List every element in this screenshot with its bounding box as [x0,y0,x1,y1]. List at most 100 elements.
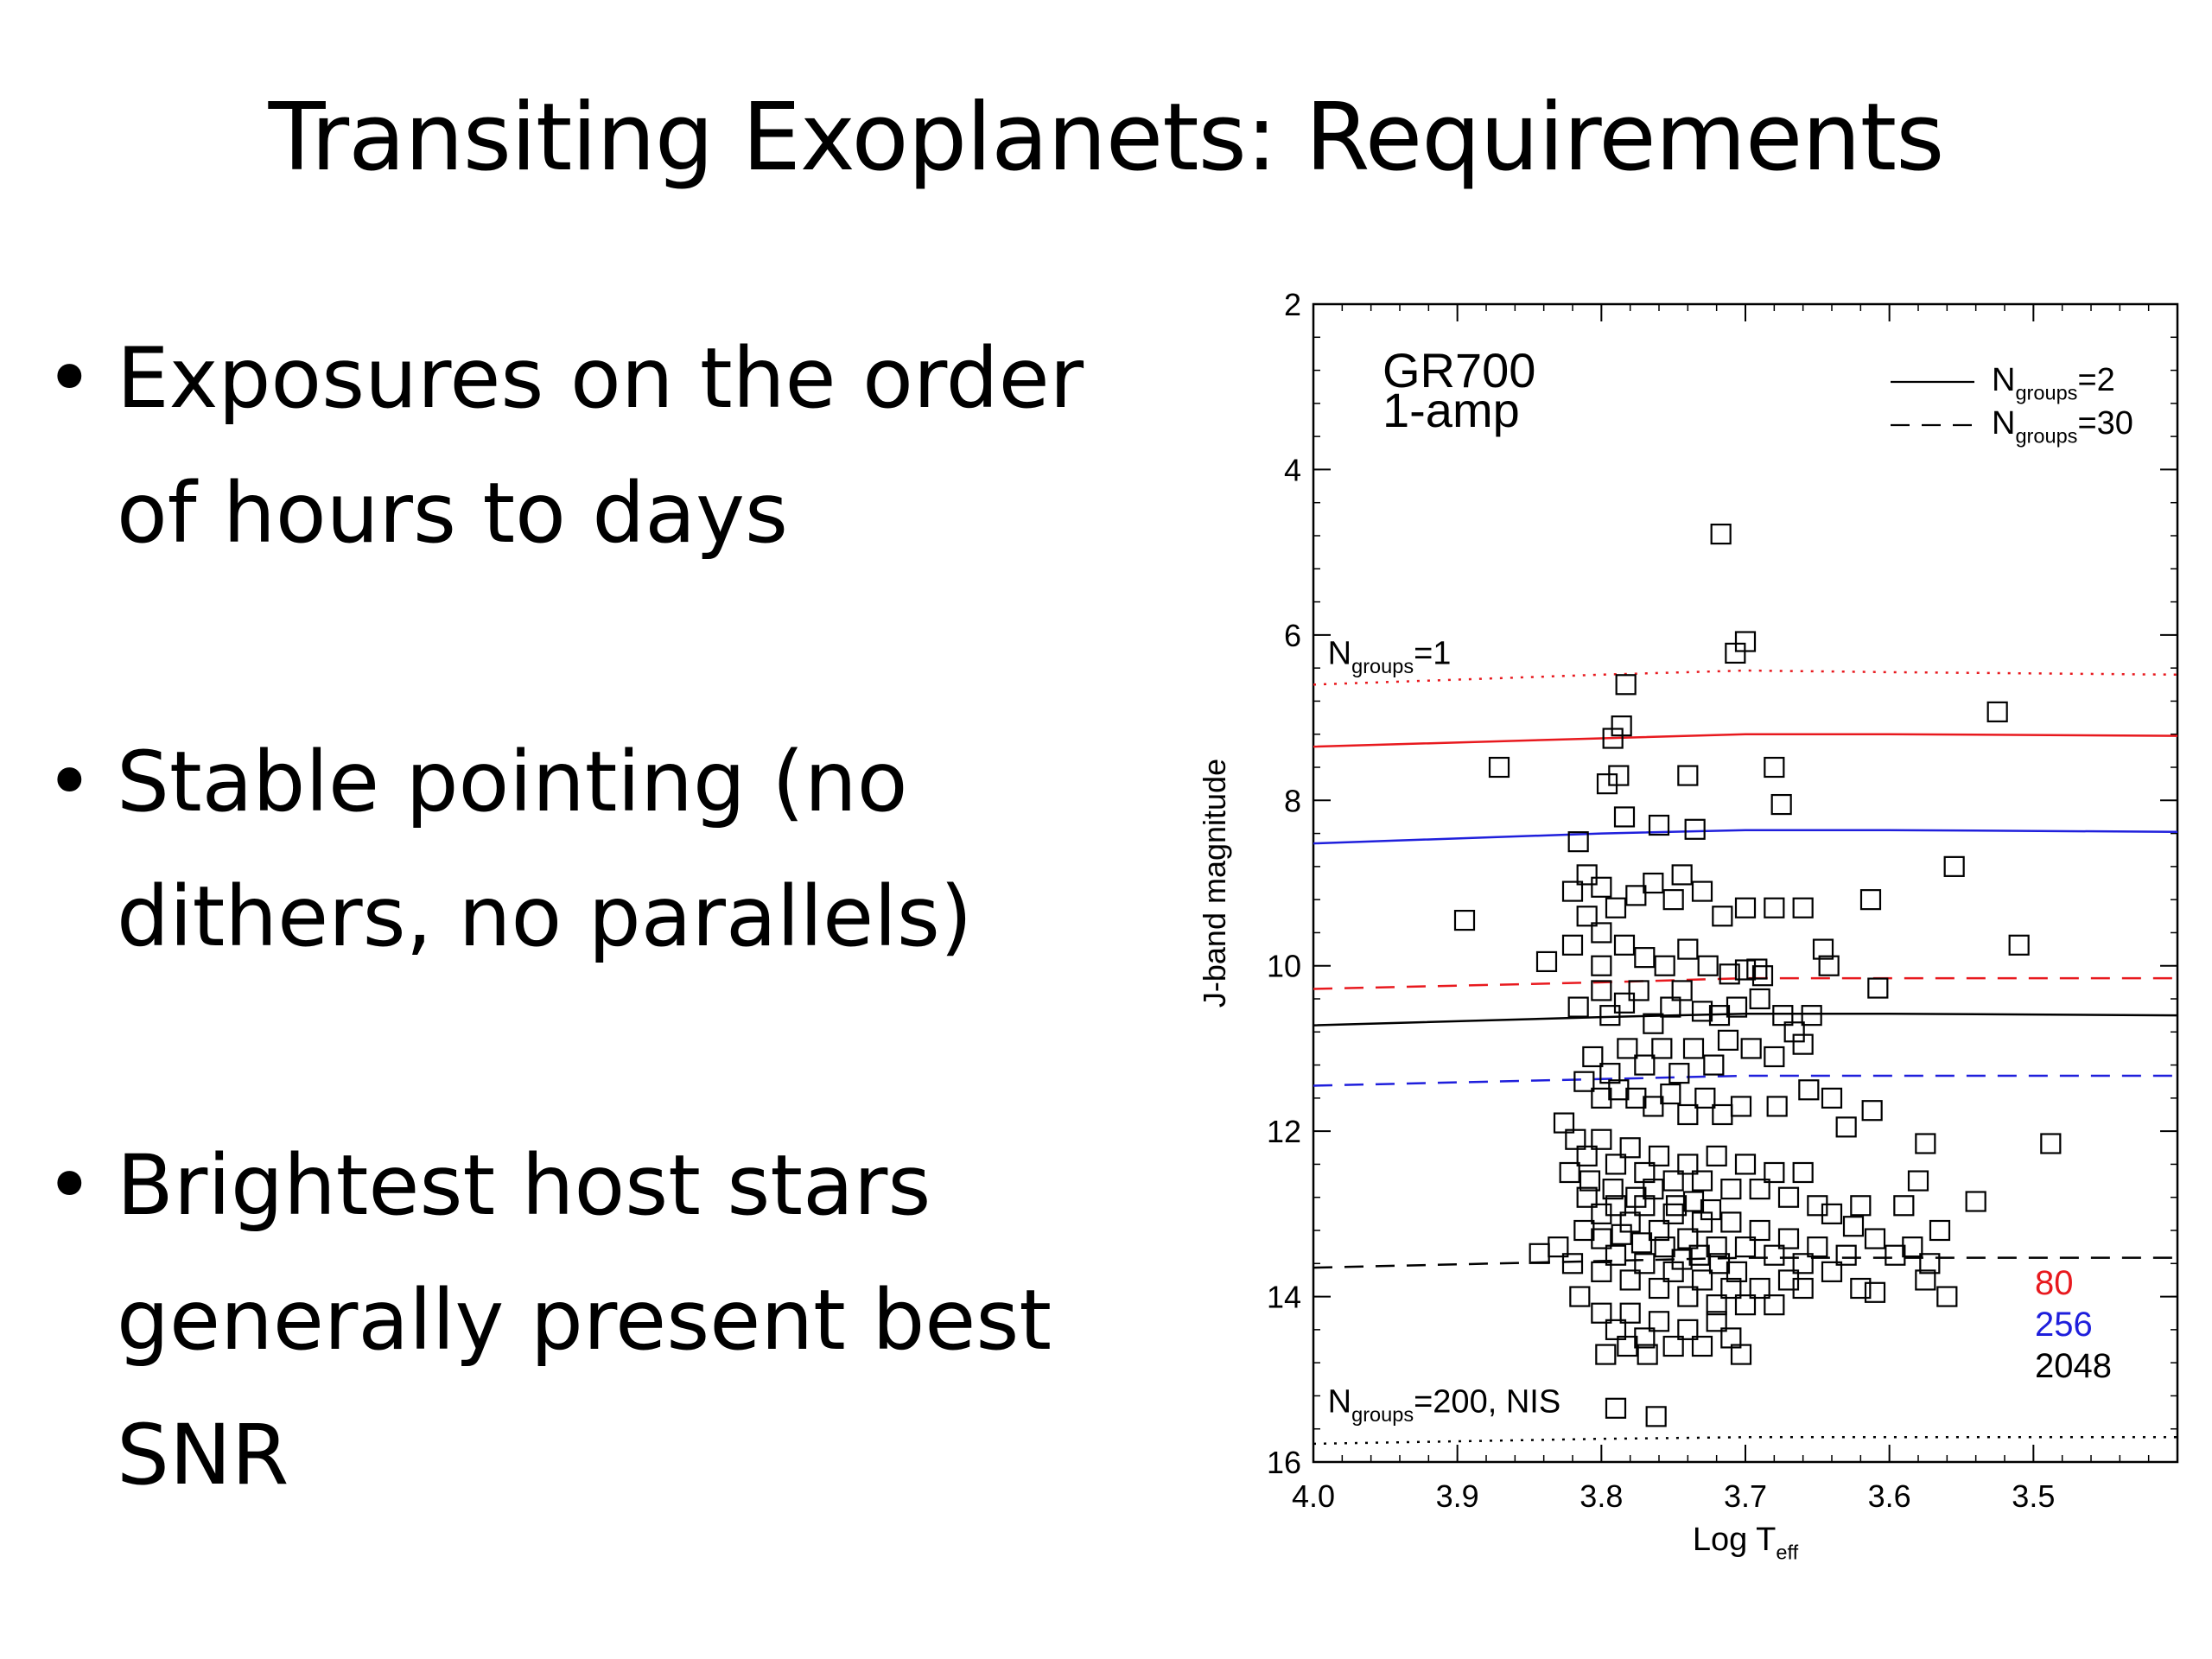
scatter-point [1677,1286,1699,1307]
scatter-point [1605,897,1627,918]
color-key-label: 256 [2035,1306,2093,1344]
scatter-point [1770,793,1792,816]
legend-label: Ngroups=30 [1992,405,2133,448]
scatter-point [1643,1096,1664,1117]
scatter-point [1821,1087,1843,1109]
scatter-point [1654,955,1675,976]
y-tick-label: 10 [1267,949,1301,984]
bullet-text: Stable pointing (no dithers, no parallel… [117,734,973,965]
y-axis-label: J-band magnitude [1197,759,1232,1007]
scatter-point [1764,1294,1785,1316]
scatter-point [1792,1253,1814,1274]
scatter-point [1591,980,1612,1001]
scatter-point [1671,1249,1693,1270]
scatter-point [1764,897,1785,918]
y-tick-label: 4 [1284,452,1301,487]
scatter-point [1565,1128,1586,1150]
scatter-point [1662,1203,1684,1224]
scatter-point [1720,1211,1742,1233]
scatter-point [1734,1236,1757,1258]
scatter-point [1726,996,1748,1018]
scatter-point [1619,1137,1641,1159]
scatter-point [1850,1195,1872,1217]
scatter-point [1608,765,1630,786]
scatter-point [1660,1083,1681,1105]
scatter-point [1648,1219,1670,1242]
scatter-point [1708,1005,1731,1027]
color-key-label: 2048 [2035,1347,2112,1385]
scatter-point [1691,1269,1713,1291]
scatter-point [1579,1170,1601,1192]
scatter-point [1807,1195,1828,1217]
scatter-point [1864,1281,1886,1303]
scatter-point [1720,1277,1742,1300]
scatter-point [1529,1243,1550,1264]
scatter-point [1915,1269,1936,1291]
scatter-point [1671,864,1693,886]
scatter-point [1684,818,1706,840]
scatter-point [1648,1311,1670,1332]
scatter-point [1867,977,1889,999]
scatter-point [1764,756,1785,779]
y-tick-label: 12 [1267,1114,1301,1149]
scatter-point [1730,1096,1752,1117]
scatter-point [1591,1203,1612,1224]
scatter-point [1628,980,1649,1001]
scatter-point [1553,1112,1575,1134]
scatter-point [1682,1191,1705,1212]
scatter-point [1662,1170,1684,1192]
bullet-list: • Exposures on the order of hours to day… [35,311,1184,1656]
scatter-point [1792,897,1814,918]
scatter-point [1605,1154,1627,1175]
scatter-point [1720,1179,1742,1200]
scatter-point [1677,1228,1699,1249]
scatter-point [1821,1261,1843,1282]
y-tick-label: 2 [1284,287,1301,322]
scatter-point [1637,1344,1658,1365]
scatter-point [1648,1277,1670,1300]
scatter-point [1561,880,1584,902]
scatter-point [1859,889,1882,911]
y-tick-label: 16 [1267,1445,1301,1480]
scatter-point [1740,1038,1762,1059]
threshold-line [1313,1074,2177,1087]
scatter-point [1719,963,1740,985]
scatter-point [1734,1294,1757,1316]
scatter-point [1850,1277,1872,1300]
scatter-point [1561,1253,1584,1274]
scatter-point [1634,1327,1656,1349]
scatter-point [1682,1038,1705,1059]
color-key-label: 80 [2035,1264,2074,1302]
scatter-point [1567,996,1589,1018]
bullet-dot-icon: • [45,1137,94,1234]
threshold-line [1313,1256,2177,1269]
scatter-point [1625,885,1647,906]
x-axis-label: Log Teff [1693,1522,1799,1564]
scatter-point [1677,1154,1699,1175]
scatter-point [1611,1224,1632,1245]
scatter-point [1691,1001,1713,1022]
scatter-point [1691,880,1713,902]
scatter-point [1576,1145,1598,1166]
scatter-point [1725,642,1746,664]
scatter-point [1599,1005,1621,1027]
y-tick-label: 8 [1284,783,1301,818]
scatter-point [1625,1186,1647,1208]
scatter-point [1691,1170,1713,1192]
scatter-point [1591,1261,1612,1282]
threshold-line [1313,829,2178,845]
scatter-point [1691,1335,1713,1357]
scatter-point [1697,955,1719,976]
scatter-point [1605,1195,1627,1217]
scatter-point [1700,1198,1722,1221]
x-tick-label: 4.0 [1292,1478,1335,1514]
scatter-point [1730,1344,1752,1365]
scatter-point [1671,980,1693,1001]
scatter-point [1602,728,1624,749]
scatter-point [1792,1033,1814,1055]
scatter-point [1677,1319,1699,1340]
scatter-point [1772,1005,1794,1027]
legend-label: Ngroups=2 [1992,362,2115,404]
scatter-point [1662,1335,1684,1357]
